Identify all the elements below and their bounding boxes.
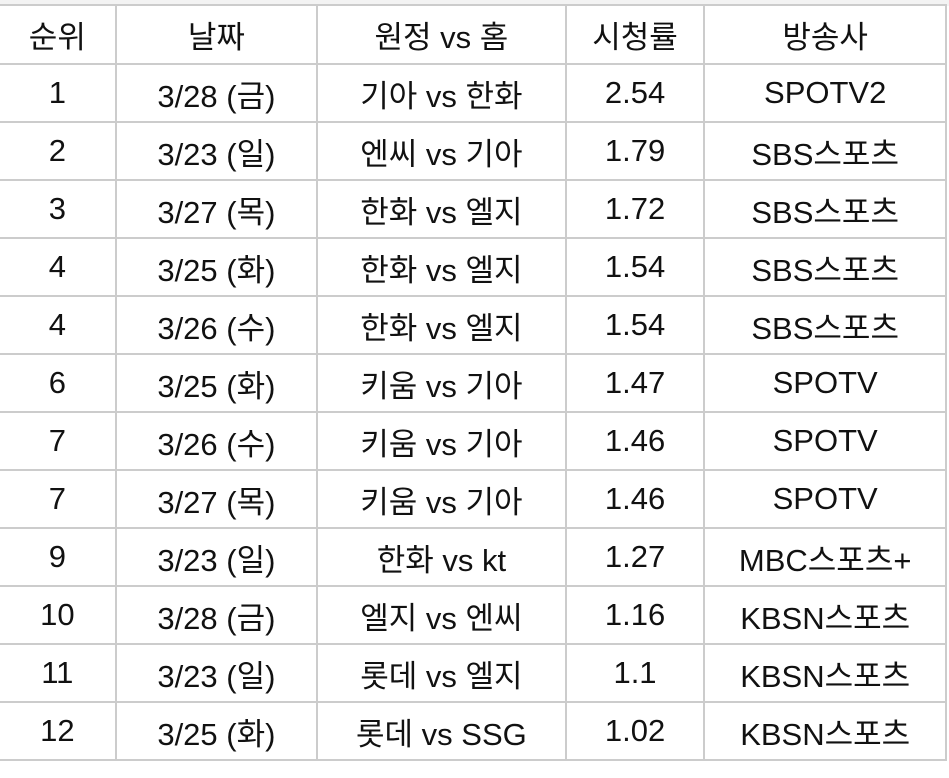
cell-matchup: 엔씨 vs 기아: [316, 121, 567, 181]
table-row: 10 3/28 (금) 엘지 vs 엔씨 1.16 KBSN스포츠: [0, 585, 947, 645]
previous-row-strip: [0, 0, 949, 6]
cell-broadcaster: SBS스포츠: [703, 237, 947, 297]
cell-date: 3/25 (화): [114, 237, 319, 297]
table-row: 9 3/23 (일) 한화 vs kt 1.27 MBC스포츠+: [0, 527, 947, 587]
table-row: 1 3/28 (금) 기아 vs 한화 2.54 SPOTV2: [0, 63, 947, 123]
cell-matchup: 키움 vs 기아: [316, 411, 567, 471]
table-row: 7 3/27 (목) 키움 vs 기아 1.46 SPOTV: [0, 469, 947, 529]
cell-rank: 6: [0, 353, 117, 413]
cell-broadcaster: MBC스포츠+: [703, 527, 947, 587]
header-rank: 순위: [0, 4, 117, 65]
cell-broadcaster: SPOTV: [703, 469, 947, 529]
cell-date: 3/25 (화): [114, 701, 319, 761]
table-row: 11 3/23 (일) 롯데 vs 엘지 1.1 KBSN스포츠: [0, 643, 947, 703]
table-row: 3 3/27 (목) 한화 vs 엘지 1.72 SBS스포츠: [0, 179, 947, 239]
cell-matchup: 기아 vs 한화: [316, 63, 567, 123]
cell-broadcaster: KBSN스포츠: [703, 643, 947, 703]
cell-matchup: 한화 vs kt: [316, 527, 567, 587]
cell-broadcaster: KBSN스포츠: [703, 585, 947, 645]
table-row: 12 3/25 (화) 롯데 vs SSG 1.02 KBSN스포츠: [0, 701, 947, 761]
header-matchup: 원정 vs 홈: [316, 4, 567, 65]
cell-rating: 1.46: [564, 411, 706, 471]
cell-rating: 1.47: [564, 353, 706, 413]
cell-broadcaster: SPOTV2: [703, 63, 947, 123]
header-row: 순위 날짜 원정 vs 홈 시청률 방송사: [0, 4, 947, 65]
cell-rank: 11: [0, 643, 117, 703]
cell-matchup: 한화 vs 엘지: [316, 237, 567, 297]
cell-matchup: 엘지 vs 엔씨: [316, 585, 567, 645]
cell-rating: 1.79: [564, 121, 706, 181]
cell-matchup: 롯데 vs 엘지: [316, 643, 567, 703]
table-row: 7 3/26 (수) 키움 vs 기아 1.46 SPOTV: [0, 411, 947, 471]
cell-broadcaster: KBSN스포츠: [703, 701, 947, 761]
cell-broadcaster: SPOTV: [703, 411, 947, 471]
cell-rating: 1.1: [564, 643, 706, 703]
cell-date: 3/27 (목): [114, 179, 319, 239]
table-row: 6 3/25 (화) 키움 vs 기아 1.47 SPOTV: [0, 353, 947, 413]
header-rating: 시청률: [564, 4, 706, 65]
cell-date: 3/25 (화): [114, 353, 319, 413]
table-row: 4 3/25 (화) 한화 vs 엘지 1.54 SBS스포츠: [0, 237, 947, 297]
cell-rank: 2: [0, 121, 117, 181]
cell-rank: 1: [0, 63, 117, 123]
cell-broadcaster: SBS스포츠: [703, 121, 947, 181]
table-row: 2 3/23 (일) 엔씨 vs 기아 1.79 SBS스포츠: [0, 121, 947, 181]
cell-matchup: 키움 vs 기아: [316, 353, 567, 413]
cell-matchup: 한화 vs 엘지: [316, 179, 567, 239]
cell-rank: 7: [0, 469, 117, 529]
cell-rating: 2.54: [564, 63, 706, 123]
cell-date: 3/23 (일): [114, 527, 319, 587]
cell-rating: 1.54: [564, 237, 706, 297]
cell-broadcaster: SPOTV: [703, 353, 947, 413]
cell-rank: 10: [0, 585, 117, 645]
ratings-table: 순위 날짜 원정 vs 홈 시청률 방송사 1 3/28 (금) 기아 vs 한화 2.54 S…: [0, 4, 947, 761]
cell-rating: 1.54: [564, 295, 706, 355]
cell-rating: 1.27: [564, 527, 706, 587]
cell-date: 3/23 (일): [114, 121, 319, 181]
cell-rank: 12: [0, 701, 117, 761]
cell-rating: 1.16: [564, 585, 706, 645]
cell-rating: 1.72: [564, 179, 706, 239]
cell-rank: 3: [0, 179, 117, 239]
cell-rating: 1.02: [564, 701, 706, 761]
cell-rank: 4: [0, 295, 117, 355]
cell-matchup: 키움 vs 기아: [316, 469, 567, 529]
table-row: 4 3/26 (수) 한화 vs 엘지 1.54 SBS스포츠: [0, 295, 947, 355]
cell-rating: 1.46: [564, 469, 706, 529]
cell-date: 3/28 (금): [114, 585, 319, 645]
header-broadcaster: 방송사: [703, 4, 947, 65]
cell-matchup: 한화 vs 엘지: [316, 295, 567, 355]
cell-date: 3/28 (금): [114, 63, 319, 123]
cell-broadcaster: SBS스포츠: [703, 179, 947, 239]
cell-date: 3/26 (수): [114, 295, 319, 355]
cell-rank: 7: [0, 411, 117, 471]
cell-date: 3/26 (수): [114, 411, 319, 471]
cell-matchup: 롯데 vs SSG: [316, 701, 567, 761]
cell-date: 3/23 (일): [114, 643, 319, 703]
header-date: 날짜: [114, 4, 319, 65]
cell-date: 3/27 (목): [114, 469, 319, 529]
cell-broadcaster: SBS스포츠: [703, 295, 947, 355]
cell-rank: 4: [0, 237, 117, 297]
cell-rank: 9: [0, 527, 117, 587]
